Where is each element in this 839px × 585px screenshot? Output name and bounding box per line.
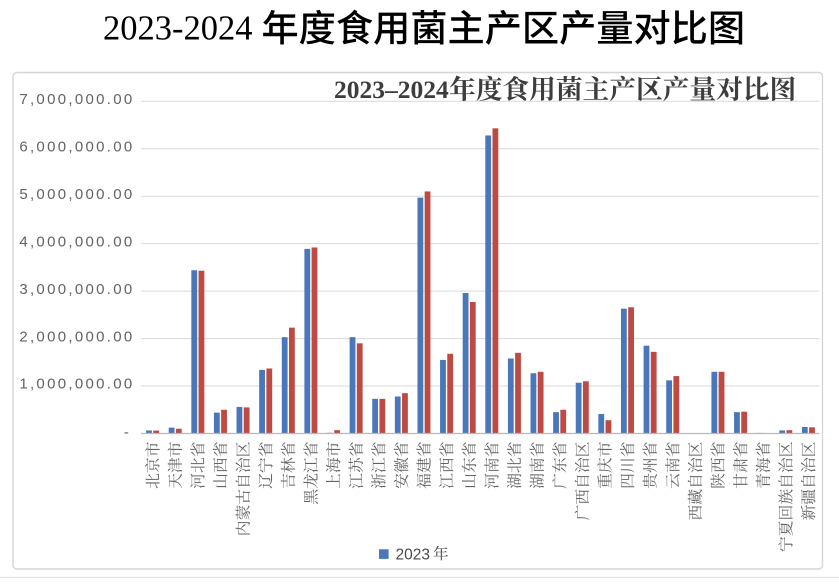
svg-text:2,000,000.00: 2,000,000.00 xyxy=(19,328,134,345)
svg-text:1,000,000.00: 1,000,000.00 xyxy=(19,376,134,393)
svg-text:-: - xyxy=(124,424,133,441)
svg-text:5,000,000.00: 5,000,000.00 xyxy=(19,186,134,203)
svg-text:2023–2024: 2023–2024 xyxy=(334,75,449,104)
svg-text:6,000,000.00: 6,000,000.00 xyxy=(19,138,134,155)
svg-text:3,000,000.00: 3,000,000.00 xyxy=(19,281,134,298)
svg-text:2023: 2023 xyxy=(396,546,430,563)
svg-text:7,000,000.00: 7,000,000.00 xyxy=(19,91,134,108)
svg-text:4,000,000.00: 4,000,000.00 xyxy=(19,233,134,250)
svg-text:2023-2024: 2023-2024 xyxy=(103,10,253,48)
